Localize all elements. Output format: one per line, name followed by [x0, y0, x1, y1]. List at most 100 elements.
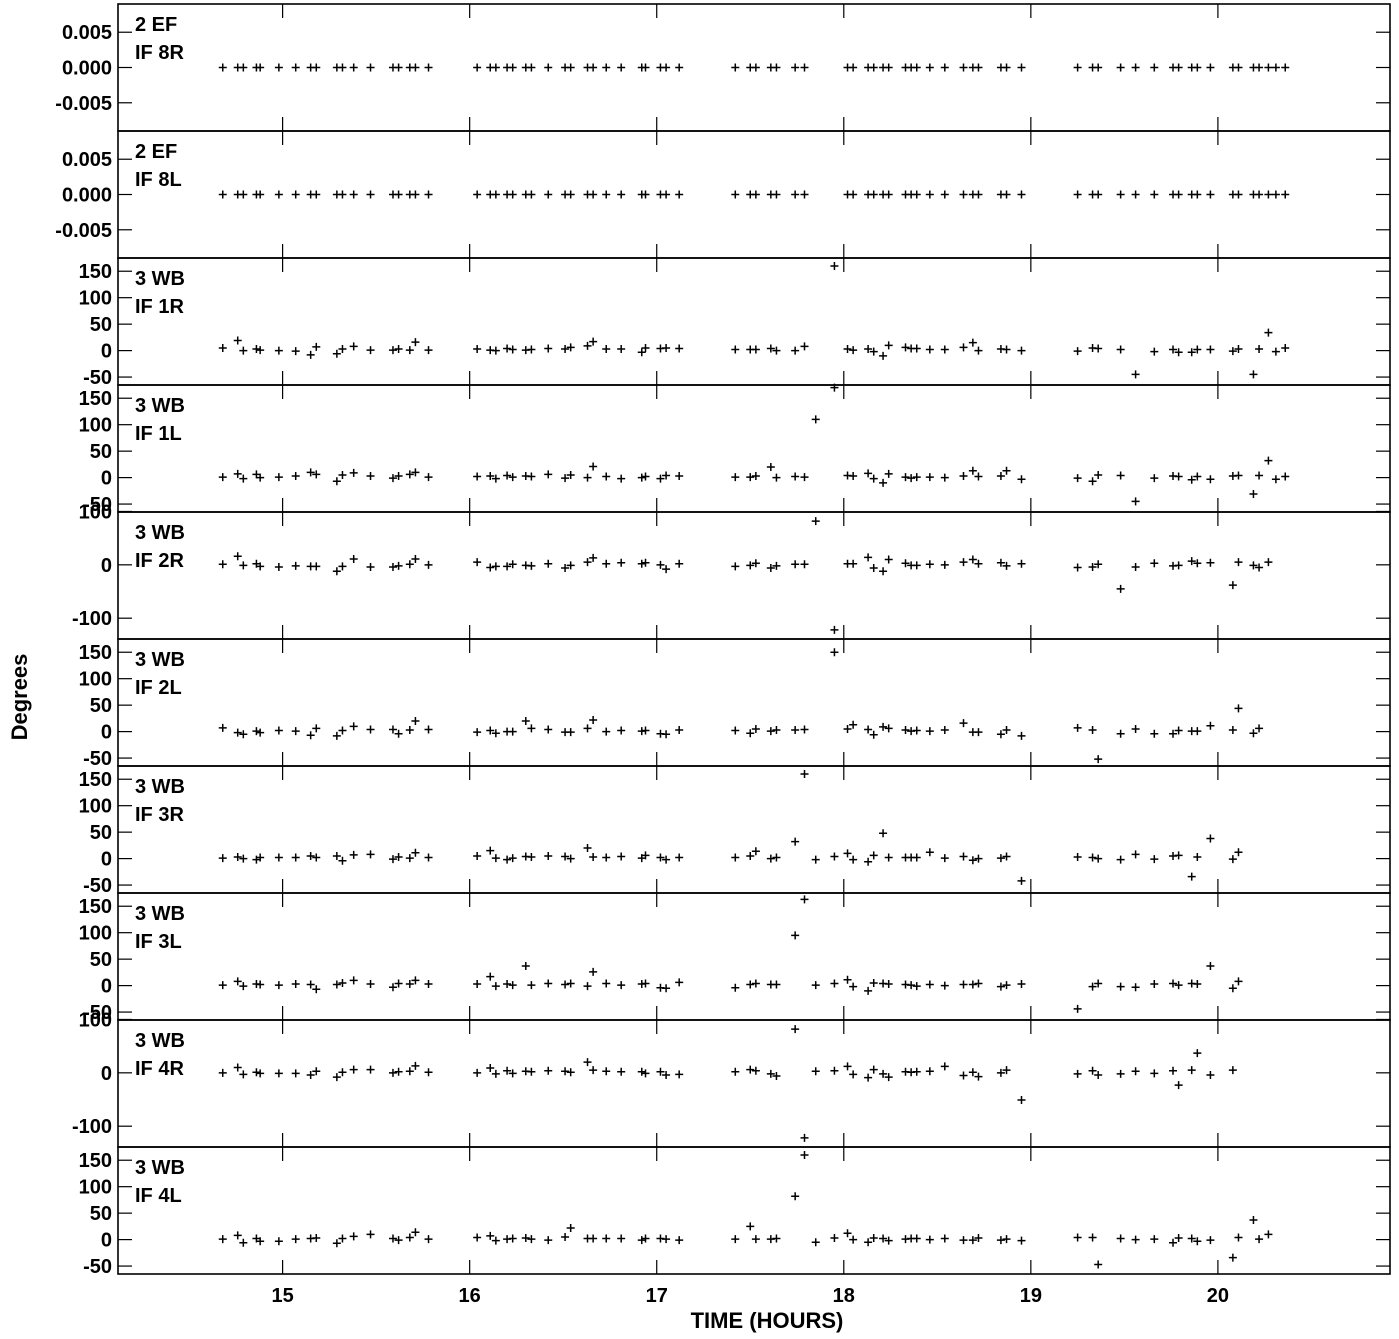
data-point: [864, 986, 873, 995]
data-point: [901, 473, 910, 482]
data-point: [527, 853, 536, 862]
panel-frame: [117, 384, 1391, 513]
data-point: [751, 345, 760, 354]
data-point: [424, 980, 433, 989]
data-point: [637, 559, 646, 568]
y-tick-label: 150: [79, 388, 112, 410]
data-point: [274, 346, 283, 355]
data-point: [218, 981, 227, 990]
data-point: [233, 1231, 242, 1240]
data-point: [312, 562, 321, 571]
data-point: [1002, 726, 1011, 735]
data-point: [641, 190, 650, 199]
data-point: [731, 562, 740, 571]
panel-8: 150 100 50 0 -50 3 WB IF 3L: [79, 892, 1391, 1024]
data-point: [349, 554, 358, 563]
data-point: [218, 473, 227, 482]
y-tick-label: -50: [83, 367, 112, 389]
data-point: [239, 561, 248, 570]
data-point: [766, 854, 775, 863]
data-point: [503, 980, 512, 989]
data-point: [849, 982, 858, 991]
y-tick-label: -50: [83, 748, 112, 770]
data-point: [940, 345, 949, 354]
data-point: [925, 473, 934, 482]
data-point: [912, 1067, 921, 1076]
data-point: [959, 980, 968, 989]
data-point: [1281, 472, 1290, 481]
data-point: [1228, 726, 1237, 735]
data-point: [1131, 370, 1140, 379]
data-point: [508, 727, 517, 736]
data-point: [907, 474, 916, 483]
data-point: [583, 1058, 592, 1067]
data-point: [1073, 190, 1082, 199]
data-point: [791, 190, 800, 199]
data-point: [291, 561, 300, 570]
data-point: [641, 851, 650, 860]
data-point: [349, 1065, 358, 1074]
data-point: [884, 63, 893, 72]
data-point: [1271, 347, 1280, 356]
data-point: [675, 726, 684, 735]
panel-label-if: IF 1L: [135, 423, 182, 445]
data-point: [1193, 853, 1202, 862]
data-point: [1073, 347, 1082, 356]
data-point: [405, 1067, 414, 1076]
data-point: [527, 561, 536, 570]
data-point: [338, 1068, 347, 1077]
data-point: [349, 1232, 358, 1241]
y-tick-label: 0.005: [62, 22, 112, 44]
data-point: [641, 472, 650, 481]
data-point: [1073, 474, 1082, 483]
data-point: [843, 975, 852, 984]
data-point: [1249, 1216, 1258, 1225]
data-point: [583, 982, 592, 991]
data-point: [1228, 855, 1237, 864]
data-point: [1131, 562, 1140, 571]
data-point: [508, 1234, 517, 1243]
data-point: [291, 853, 300, 862]
data-point: [731, 63, 740, 72]
data-point: [1174, 1234, 1183, 1243]
data-point: [766, 463, 775, 472]
y-tick-label: -50: [83, 1002, 112, 1024]
data-point: [486, 1231, 495, 1240]
data-point: [291, 727, 300, 736]
data-point: [864, 345, 873, 354]
data-point: [394, 190, 403, 199]
data-point: [411, 554, 420, 563]
data-point: [974, 854, 983, 863]
data-point: [544, 979, 553, 988]
data-point: [1255, 345, 1264, 354]
data-point: [959, 1071, 968, 1080]
data-point: [1116, 1234, 1125, 1243]
data-point: [508, 473, 517, 482]
data-point: [1017, 63, 1026, 72]
data-point: [637, 473, 646, 482]
data-point: [312, 1234, 321, 1243]
data-point: [637, 1236, 646, 1245]
data-point: [503, 855, 512, 864]
data-point: [332, 349, 341, 358]
data-point: [746, 561, 755, 570]
data-point: [602, 345, 611, 354]
data-point: [1174, 1081, 1183, 1090]
data-point: [1174, 851, 1183, 860]
data-point: [473, 980, 482, 989]
data-point: [731, 473, 740, 482]
data-point: [641, 343, 650, 352]
data-point: [849, 346, 858, 355]
data-point: [338, 562, 347, 571]
data-point: [1187, 1066, 1196, 1075]
data-point: [731, 726, 740, 735]
data-point: [662, 984, 671, 993]
data-point: [239, 1070, 248, 1079]
data-point: [731, 190, 740, 199]
data-point: [968, 466, 977, 475]
data-point: [233, 336, 242, 345]
data-point: [1264, 558, 1273, 567]
panel-label-baseline: 3 WB: [135, 268, 185, 290]
data-point: [996, 854, 1005, 863]
data-point: [1088, 726, 1097, 735]
